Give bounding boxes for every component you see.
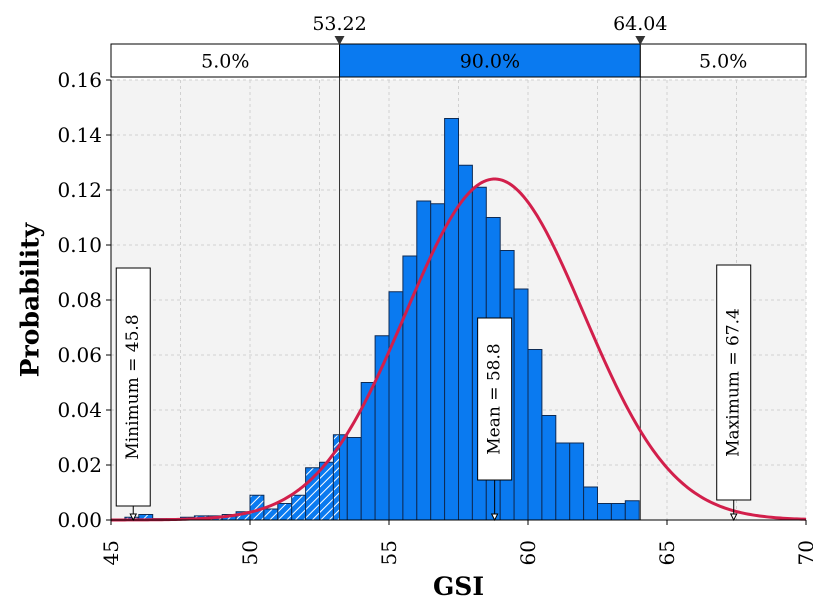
- x-tick-label: 50: [238, 540, 262, 565]
- axes: 0.00 0.02 0.04 0.06 0.08 0.10 0.12 0.14 0.16 45 50…: [57, 68, 813, 565]
- minimum-pointer-arrow: [129, 513, 138, 522]
- upper-percentile-marker-label: 64.04: [613, 13, 667, 35]
- histogram-bar-fill: [611, 503, 626, 520]
- histogram-bar-fill: [277, 503, 292, 520]
- histogram-bar-fill: [430, 203, 445, 520]
- y-tick-label: 0.08: [57, 288, 102, 312]
- histogram-bar-fill: [444, 118, 459, 520]
- percentile-band: 5.0% 90.0% 5.0% 53.22 64.04: [110, 13, 807, 78]
- percentile-lines: [339, 44, 641, 520]
- histogram-bar-fill: [375, 335, 389, 520]
- y-tick-label: 0.16: [57, 68, 102, 92]
- histogram-bar-fill: [319, 462, 334, 520]
- y-axis-title: Probability: [16, 221, 45, 377]
- upper-percentile-marker-triangle: [635, 36, 646, 45]
- histogram-bar-fill: [528, 349, 542, 520]
- maximum-label-box: [716, 264, 752, 501]
- mean-pointer-arrow: [490, 513, 499, 522]
- mean-label: Mean = 58.8: [485, 343, 505, 454]
- histogram-bar-fill: [339, 434, 348, 520]
- band-right-segment: [639, 43, 807, 78]
- y-tick-label: 0.14: [57, 123, 102, 147]
- y-tick-label: 0.02: [57, 453, 102, 477]
- histogram-bar-fill: [347, 437, 362, 520]
- lower-percentile-marker-label: 53.22: [312, 13, 366, 35]
- histogram-bar-fill: [291, 495, 306, 520]
- maximum-pointer-arrow: [729, 513, 738, 522]
- maximum-label: Maximum = 67.4: [724, 308, 744, 457]
- histogram-bar-fill: [458, 165, 473, 520]
- histogram-bar-fill: [597, 503, 612, 520]
- histogram-bar-fill: [625, 500, 640, 520]
- histogram-bar-fill: [416, 201, 431, 520]
- x-tick-label: 65: [655, 540, 679, 565]
- histogram-bar-fill: [402, 256, 417, 520]
- minimum-annotation: Minimum = 45.8: [115, 267, 151, 522]
- minimum-label: Minimum = 45.8: [123, 314, 143, 459]
- histogram-bars: [124, 118, 640, 521]
- band-middle-percent: 90.0%: [460, 51, 520, 73]
- mean-label-box: [477, 317, 513, 481]
- band-middle-segment: [339, 43, 641, 78]
- histogram-bar-fill: [236, 511, 250, 520]
- lower-percentile-marker-triangle: [334, 36, 345, 45]
- maximum-annotation: Maximum = 67.4: [716, 264, 752, 522]
- x-tick-label: 70: [794, 540, 813, 565]
- x-tick-label: 60: [516, 540, 540, 565]
- mean-annotation: Mean = 58.8: [477, 317, 513, 522]
- histogram-bar-fill: [361, 382, 376, 520]
- y-tick-label: 0.12: [57, 178, 102, 202]
- histogram-bar-fill: [555, 443, 570, 520]
- histogram-bar-fill: [333, 434, 340, 520]
- histogram-bar-fill: [541, 415, 556, 520]
- minimum-label-box: [115, 267, 151, 507]
- histogram-bar-fill: [569, 443, 584, 520]
- fitted-normal-curve: [111, 177, 807, 522]
- histogram-bar-fill: [389, 291, 403, 520]
- histogram-bar-fill: [138, 514, 153, 520]
- x-axis-title: GSI: [433, 572, 484, 601]
- histogram-bar-fill: [305, 467, 320, 520]
- band-right-percent: 5.0%: [699, 51, 747, 73]
- annotations: Minimum = 45.8 Mean = 58.8 Maximum = 67.4: [115, 264, 752, 522]
- y-tick-label: 0.00: [57, 508, 102, 532]
- band-left-percent: 5.0%: [201, 51, 249, 73]
- y-tick-label: 0.06: [57, 343, 102, 367]
- histogram-bar-fill: [583, 487, 598, 520]
- y-tick-label: 0.10: [57, 233, 102, 257]
- y-tick-label: 0.04: [57, 398, 102, 422]
- histogram-bar-fill: [250, 495, 264, 520]
- band-left-segment: [110, 43, 341, 78]
- grid: [110, 79, 807, 521]
- x-tick-label: 45: [99, 540, 123, 565]
- histogram-bar-fill: [263, 509, 278, 520]
- x-tick-label: 55: [377, 540, 401, 565]
- histogram-bar-fill: [514, 289, 528, 520]
